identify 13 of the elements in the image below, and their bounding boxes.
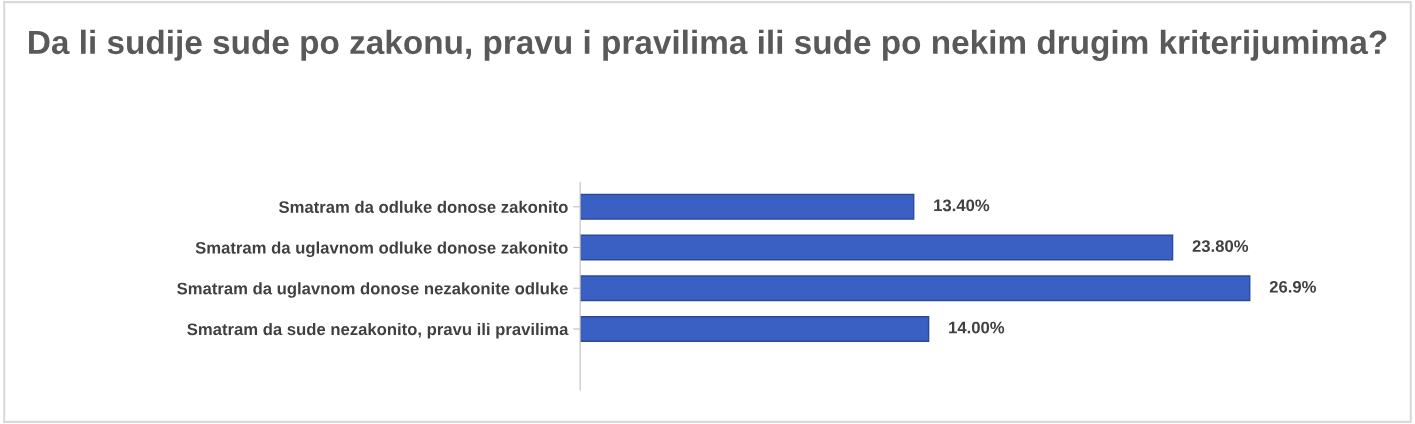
y-tick-label: Smatram da sude nezakonito, pravu ili pravilima [187,322,569,339]
y-tick-label: Smatram da uglavnom donose nezakonite odluke [177,282,568,298]
y-tick-label: Smatram da odluke donose zakonito [278,200,568,213]
data-label: 23.80% [1192,240,1249,252]
data-label: 13.40% [934,199,990,212]
chart-title: Da li sudije sude po zakonu, pravu i pravilima ili sude po nekim drugim kriterijumima? [29,29,1387,61]
y-tick-label: Smatram da uglavnom odluke donose zakonito [195,241,568,258]
data-label: 14.00% [949,321,1005,334]
data-label: 26.9% [1269,280,1317,293]
bar [580,316,930,342]
bar [580,234,1174,261]
bar [580,275,1251,302]
bar [580,193,915,220]
